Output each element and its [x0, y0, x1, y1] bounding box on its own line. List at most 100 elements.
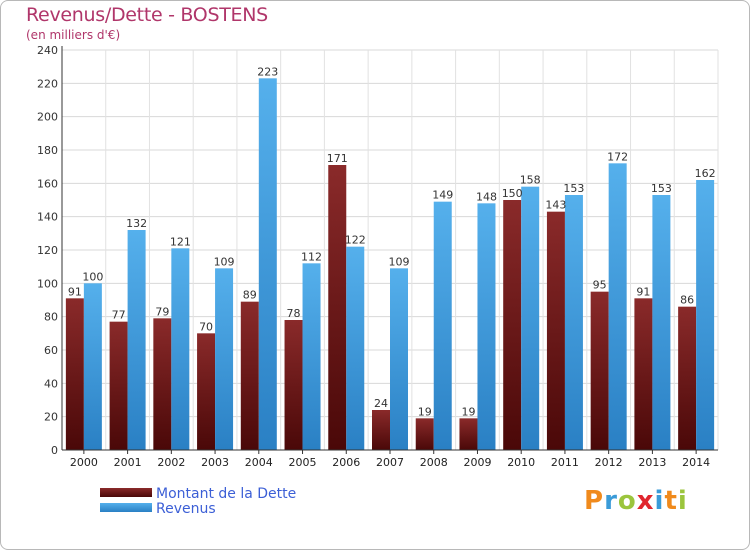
bar-revenus [346, 246, 365, 450]
data-label: 132 [126, 217, 147, 230]
y-tick-label: 180 [37, 144, 58, 157]
legend-label: Montant de la Dette [156, 486, 296, 502]
data-label: 78 [287, 307, 301, 320]
y-tick-label: 80 [44, 311, 58, 324]
bar-debt [197, 333, 216, 450]
x-tick-label: 2014 [682, 456, 710, 469]
x-tick-label: 2006 [332, 456, 360, 469]
bar-debt [109, 321, 128, 450]
data-label: 95 [593, 279, 607, 292]
bar-revenus [83, 283, 102, 450]
bar-debt [634, 298, 653, 450]
y-tick-label: 120 [37, 244, 58, 257]
logo-letter: t [664, 486, 678, 516]
bar-debt [503, 200, 522, 450]
logo-letter: r [604, 486, 618, 516]
chart-subtitle: (en milliers d'€) [26, 28, 121, 42]
x-tick-label: 2013 [638, 456, 666, 469]
y-tick-label: 140 [37, 211, 58, 224]
bar-debt [328, 165, 347, 450]
bar-debt [546, 211, 565, 450]
y-tick-label: 0 [51, 444, 58, 457]
data-label: 79 [155, 305, 169, 318]
data-label: 223 [257, 65, 278, 78]
bar-revenus [433, 201, 452, 450]
data-label: 24 [374, 397, 388, 410]
x-tick-label: 2008 [420, 456, 448, 469]
x-tick-label: 2003 [201, 456, 229, 469]
y-tick-label: 160 [37, 177, 58, 190]
x-tick-label: 2012 [595, 456, 623, 469]
chart-title: Revenus/Dette - BOSTENS [26, 4, 268, 26]
legend-swatch-revenus [100, 503, 152, 512]
data-label: 109 [214, 255, 235, 268]
data-label: 150 [502, 187, 523, 200]
y-tick-label: 100 [37, 277, 58, 290]
y-tick-label: 60 [44, 344, 58, 357]
data-label: 148 [476, 190, 497, 203]
data-label: 149 [432, 189, 453, 202]
bar-revenus [608, 163, 627, 451]
bar-revenus [564, 195, 583, 450]
data-label: 112 [301, 250, 322, 263]
bar-debt [459, 418, 478, 450]
data-label: 100 [82, 270, 103, 283]
bar-revenus [477, 203, 496, 450]
bar-debt [678, 306, 697, 450]
bar-debt [415, 418, 434, 450]
data-label: 19 [418, 405, 432, 418]
data-label: 153 [651, 182, 672, 195]
data-label: 172 [607, 150, 628, 163]
bar-revenus [302, 263, 321, 450]
x-tick-label: 2000 [70, 456, 98, 469]
data-label: 89 [243, 289, 257, 302]
data-label: 171 [327, 152, 348, 165]
logo-letter: P [584, 486, 605, 516]
data-label: 19 [461, 405, 475, 418]
y-tick-label: 40 [44, 377, 58, 390]
x-tick-label: 2005 [289, 456, 317, 469]
data-label: 143 [545, 199, 566, 212]
logo-letter: i [654, 486, 665, 516]
bar-revenus [390, 268, 408, 450]
x-tick-label: 2002 [157, 456, 185, 469]
data-label: 162 [695, 167, 716, 180]
data-label: 91 [636, 285, 650, 298]
y-tick-label: 220 [37, 77, 58, 90]
x-tick-label: 2009 [463, 456, 491, 469]
logo-letter: x [636, 486, 655, 516]
proxiti-logo: Proxiti [584, 486, 688, 516]
data-label: 121 [170, 235, 191, 248]
legend-swatch-debt [100, 488, 152, 497]
bar-debt [590, 291, 609, 450]
x-tick-label: 2011 [551, 456, 579, 469]
bar-revenus [171, 248, 190, 450]
bar-debt [284, 320, 303, 450]
logo-letter: i [677, 486, 688, 516]
x-tick-label: 2001 [114, 456, 142, 469]
bar-debt [240, 301, 259, 450]
logo-letter: o [617, 486, 637, 516]
bar-debt [153, 318, 172, 450]
bar-revenus [521, 186, 540, 450]
bar-revenus [696, 180, 715, 450]
bar-revenus [258, 78, 277, 450]
x-tick-label: 2004 [245, 456, 273, 469]
y-tick-label: 240 [37, 44, 58, 57]
bar-debt [65, 298, 84, 450]
legend-label: Revenus [156, 501, 216, 517]
data-label: 122 [345, 234, 366, 247]
bar-revenus [652, 195, 671, 450]
bar-revenus [127, 230, 146, 450]
bar-debt [372, 410, 390, 450]
data-label: 70 [199, 320, 213, 333]
bar-revenus [215, 268, 234, 450]
data-label: 86 [680, 294, 694, 307]
data-label: 91 [68, 285, 82, 298]
x-tick-label: 2007 [376, 456, 404, 469]
data-label: 109 [389, 255, 410, 268]
data-label: 158 [520, 174, 541, 187]
data-label: 153 [563, 182, 584, 195]
y-tick-label: 200 [37, 111, 58, 124]
